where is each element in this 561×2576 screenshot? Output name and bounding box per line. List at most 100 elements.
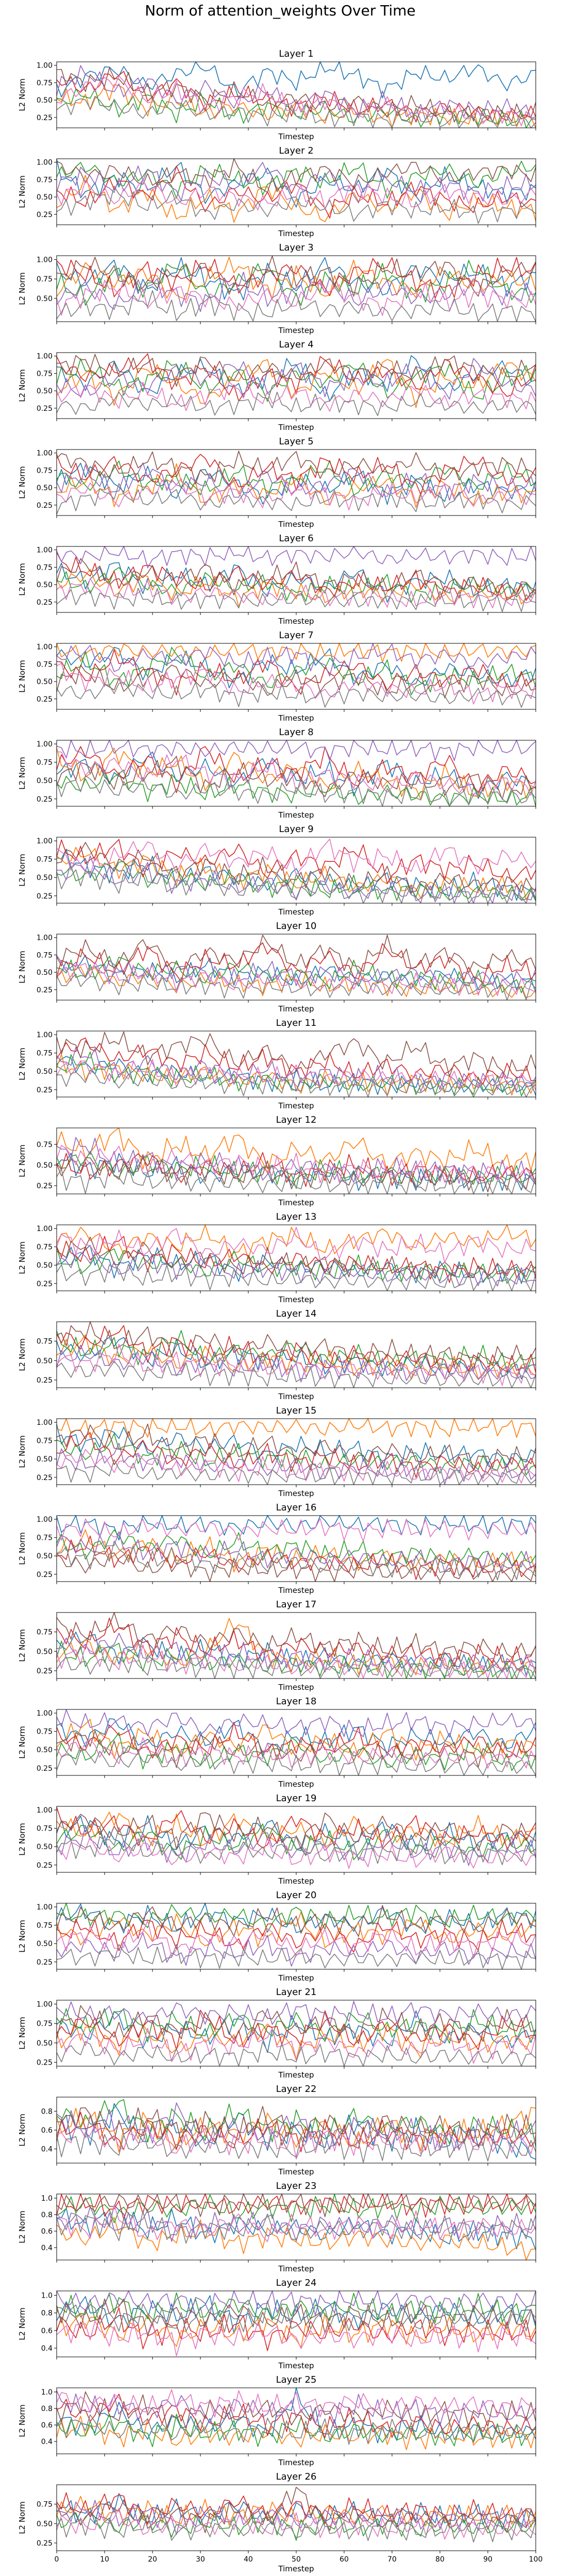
series-line-2 xyxy=(56,1811,536,1848)
series-line-6 xyxy=(56,1552,536,1582)
series-line-5 xyxy=(56,1633,536,1673)
series-line-6 xyxy=(56,756,536,800)
y-tick-label: 1.00 xyxy=(37,1419,53,1427)
series-line-2 xyxy=(56,2496,536,2528)
series-line-6 xyxy=(56,558,536,595)
panel-title: Layer 25 xyxy=(276,2374,317,2385)
y-tick-label: 1.00 xyxy=(37,740,53,749)
y-tick-label: 0.75 xyxy=(37,1141,53,1149)
series-line-8 xyxy=(56,775,536,807)
series-line-3 xyxy=(56,2193,536,2223)
y-tick-label: 0.6 xyxy=(41,2126,53,2135)
series-line-4 xyxy=(56,552,536,601)
y-axis-label: L2 Norm xyxy=(18,1241,27,1274)
y-axis-label: L2 Norm xyxy=(18,757,27,790)
y-axis-label: L2 Norm xyxy=(18,2501,27,2534)
plot-frame xyxy=(56,837,536,904)
series-line-8 xyxy=(56,1827,536,1866)
series-line-3 xyxy=(56,2008,536,2044)
series-line-8 xyxy=(56,2514,536,2543)
panel-layer-19: Layer 19 0.25 0.50 0.75 1.00 Timestep L2 Norm xyxy=(18,1793,536,1886)
x-axis-label: Timestep xyxy=(278,1973,314,1983)
y-tick-label: 0.75 xyxy=(37,370,53,378)
y-tick-label: 0.6 xyxy=(41,2421,53,2430)
series-line-5 xyxy=(56,740,536,761)
series-line-2 xyxy=(56,2023,536,2060)
series-line-1 xyxy=(56,562,536,603)
y-tick-label: 0.25 xyxy=(37,695,53,704)
x-axis-label: Timestep xyxy=(278,1392,314,1401)
y-tick-label: 0.75 xyxy=(37,1338,53,1346)
panel-layer-23: Layer 23 0.4 0.6 0.8 1.0 Timestep L2 Norm xyxy=(18,2181,536,2273)
y-tick-label: 0.75 xyxy=(37,2020,53,2028)
x-axis-label: Timestep xyxy=(278,1198,314,1207)
series-line-7 xyxy=(56,75,536,126)
series-line-3 xyxy=(56,2292,536,2325)
series-line-6 xyxy=(56,1031,536,1079)
series-line-2 xyxy=(56,1224,536,1259)
y-tick-label: 0.8 xyxy=(41,2309,53,2318)
y-axis-label: L2 Norm xyxy=(18,1823,27,1856)
y-axis-label: L2 Norm xyxy=(18,466,27,499)
y-tick-label: 0.75 xyxy=(37,1243,53,1252)
series-line-2 xyxy=(56,1418,536,1439)
y-axis-label: L2 Norm xyxy=(18,2017,27,2050)
y-tick-label: 0.8 xyxy=(41,2107,53,2116)
x-tick-label: 60 xyxy=(339,2555,349,2564)
y-tick-label: 0.50 xyxy=(37,1068,53,1076)
y-tick-label: 0.75 xyxy=(37,1728,53,1736)
series-line-1 xyxy=(56,355,536,402)
series-line-4 xyxy=(56,1236,536,1283)
y-tick-label: 0.75 xyxy=(37,856,53,864)
panel-layer-20: Layer 20 0.25 0.50 0.75 1.00 Timestep L2 Norm xyxy=(18,1890,536,1983)
panel-layer-26: Layer 26 0.25 0.50 0.75 0 10 20 30 40 50 60 70 80 90 1… xyxy=(18,2471,542,2573)
series-line-2 xyxy=(56,2217,536,2261)
panel-title: Layer 3 xyxy=(279,242,313,253)
y-axis-label: L2 Norm xyxy=(18,1920,27,1953)
y-tick-label: 0.25 xyxy=(37,1474,53,1482)
y-tick-label: 0.75 xyxy=(37,759,53,767)
y-tick-label: 0.75 xyxy=(37,79,53,87)
y-axis-label: L2 Norm xyxy=(18,951,27,984)
x-axis-label: Timestep xyxy=(278,907,314,917)
y-tick-label: 0.50 xyxy=(37,193,53,202)
series-line-4 xyxy=(56,71,536,123)
x-axis-label: Timestep xyxy=(278,1780,314,1789)
series-line-1 xyxy=(56,2493,536,2530)
series-line-7 xyxy=(56,1343,536,1386)
series-line-3 xyxy=(56,1151,536,1189)
y-tick-label: 1.00 xyxy=(37,1031,53,1039)
series-line-6 xyxy=(56,664,536,699)
series-line-2 xyxy=(56,846,536,901)
series-line-3 xyxy=(56,769,536,807)
y-tick-label: 0.8 xyxy=(41,2405,53,2413)
panel-layer-10: Layer 10 0.25 0.50 0.75 1.00 Timestep L2 Norm xyxy=(18,921,536,1013)
series-line-3 xyxy=(56,2099,536,2147)
x-axis-label: Timestep xyxy=(278,1295,314,1304)
series-line-4 xyxy=(56,2009,536,2051)
y-tick-label: 0.50 xyxy=(37,1648,53,1656)
series-line-8 xyxy=(56,1459,536,1485)
y-tick-label: 0.25 xyxy=(37,211,53,219)
y-tick-label: 0.75 xyxy=(37,951,53,959)
series-line-1 xyxy=(56,2204,536,2250)
panel-title: Layer 13 xyxy=(276,1211,317,1222)
y-axis-label: L2 Norm xyxy=(18,563,27,596)
series-line-1 xyxy=(56,1903,536,1934)
series-line-7 xyxy=(56,2507,536,2540)
panel-layer-18: Layer 18 0.25 0.50 0.75 1.00 Timestep L2 Norm xyxy=(18,1696,536,1789)
x-axis-label: Timestep xyxy=(278,1683,314,1692)
x-axis-label: Timestep xyxy=(278,1101,314,1110)
series-line-8 xyxy=(56,867,536,904)
y-tick-label: 1.00 xyxy=(37,1709,53,1718)
series-line-2 xyxy=(56,84,536,128)
series-line-5 xyxy=(56,1825,536,1866)
series-line-8 xyxy=(56,1360,536,1388)
y-axis-label: L2 Norm xyxy=(18,369,27,402)
y-tick-label: 0.75 xyxy=(37,1922,53,1930)
panel-title: Layer 5 xyxy=(279,436,313,447)
y-tick-label: 1.00 xyxy=(37,159,53,167)
y-tick-label: 0.50 xyxy=(37,295,53,303)
series-line-8 xyxy=(56,290,536,322)
series-line-6 xyxy=(56,1730,536,1768)
